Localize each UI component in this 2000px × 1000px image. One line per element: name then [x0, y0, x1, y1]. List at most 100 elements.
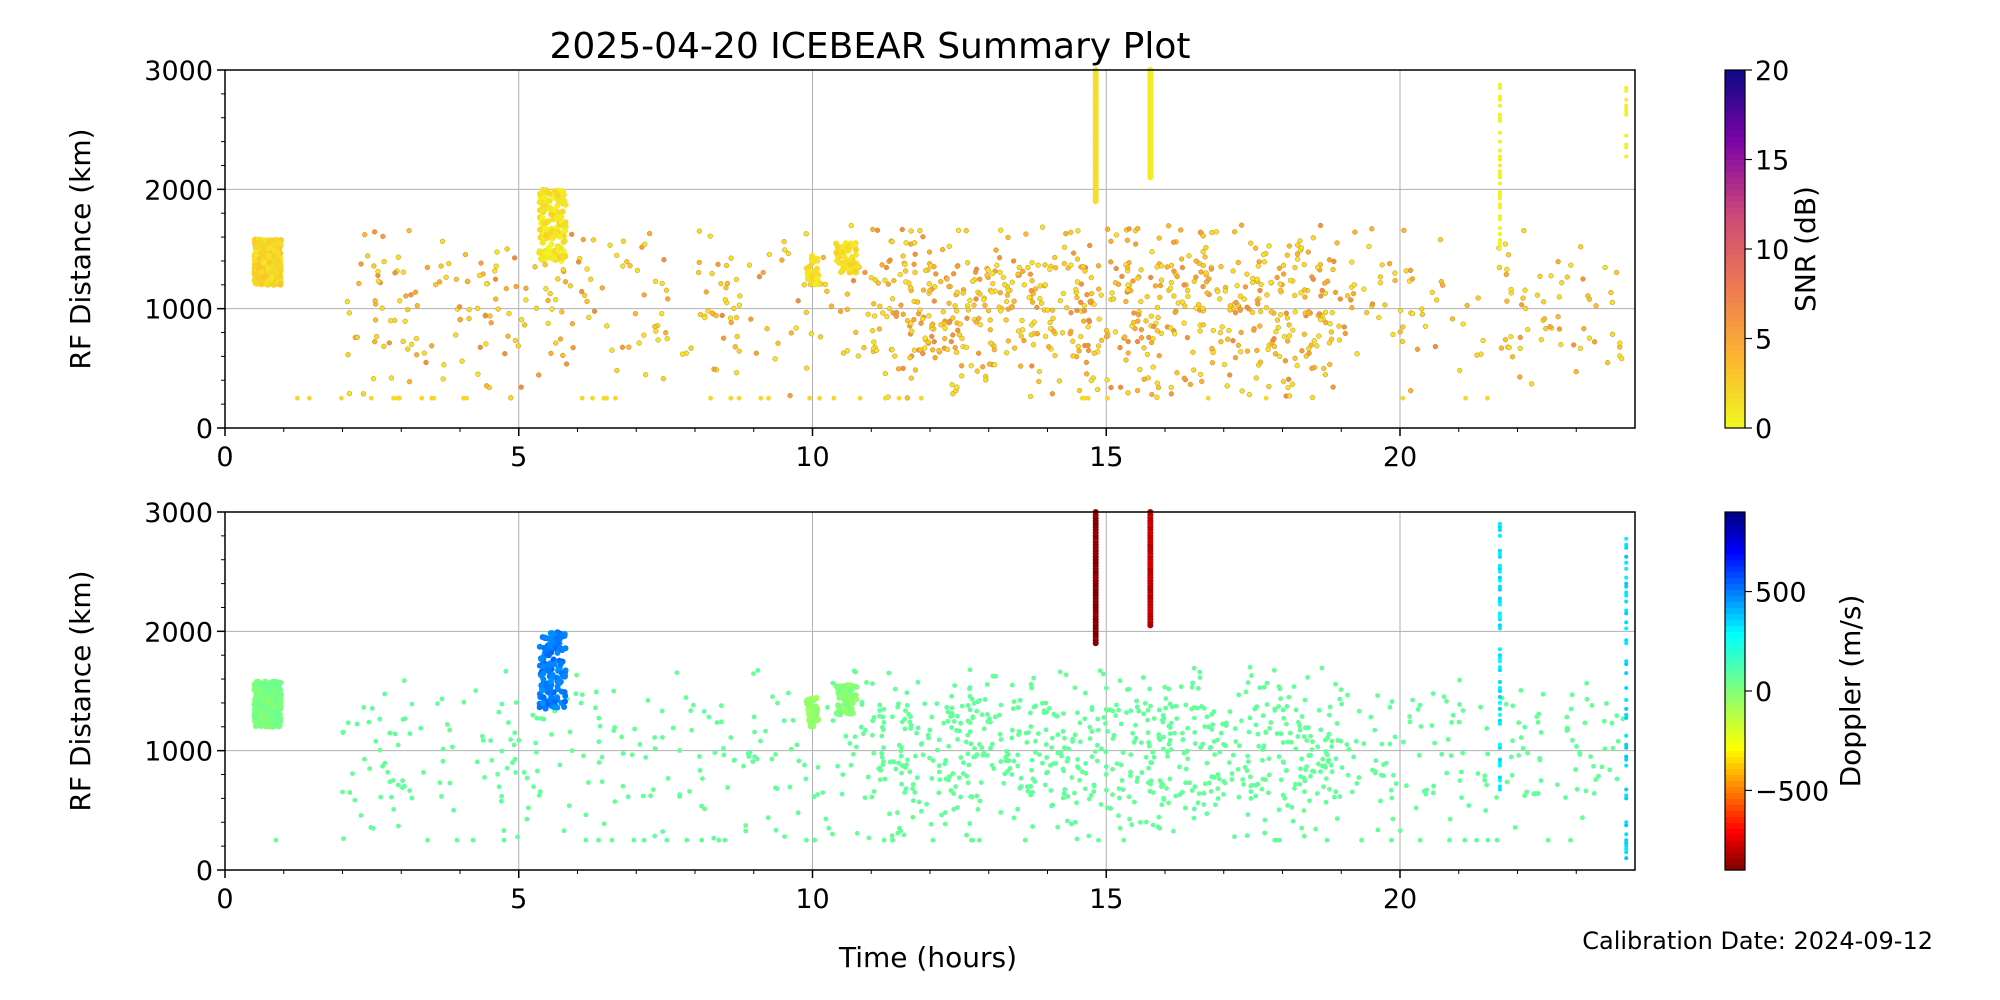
top-scatter-point — [728, 395, 734, 401]
bottom-scatter-point — [461, 699, 467, 705]
top-scatter-point — [1200, 283, 1206, 290]
bottom-scatter-point — [950, 771, 956, 776]
bottom-scatter-point — [899, 781, 904, 787]
top-streak-point — [1497, 112, 1502, 117]
top-streak-point — [1497, 172, 1502, 177]
bottom-scatter-point — [1614, 776, 1620, 782]
top-scatter-point — [1283, 310, 1289, 316]
top-scatter-point — [1573, 369, 1579, 375]
top-scatter-point — [1073, 286, 1079, 293]
bottom-scatter-point — [1022, 837, 1028, 843]
bottom-colorbar-segment — [1725, 559, 1745, 567]
bottom-scatter-point — [1379, 741, 1385, 747]
top-scatter-point — [1608, 289, 1614, 296]
bottom-scatter-point — [972, 746, 977, 751]
top-scatter-point — [896, 395, 902, 401]
top-scatter-point — [817, 395, 822, 401]
top-scatter-point — [1067, 330, 1073, 337]
bottom-scatter-point — [1375, 827, 1381, 833]
top-scatter-point — [1292, 292, 1298, 299]
bottom-scatter-point — [1346, 747, 1352, 752]
top-scatter-point — [515, 343, 521, 349]
bottom-scatter-point — [1334, 816, 1340, 821]
bottom-scatter-point — [741, 763, 746, 769]
top-scatter-point — [734, 333, 740, 340]
bottom-scatter-point — [929, 714, 935, 720]
top-scatter-point — [1038, 300, 1045, 306]
top-scatter-point — [1227, 303, 1233, 309]
top-scatter-point — [971, 302, 977, 308]
top-scatter-point — [1143, 318, 1149, 324]
bottom-scatter-point — [1407, 719, 1413, 725]
top-cluster-point — [277, 267, 284, 273]
bottom-scatter-point — [1264, 680, 1270, 686]
bottom-scatter-point — [1025, 788, 1031, 794]
top-scatter-point — [1130, 319, 1137, 326]
top-scatter-point — [808, 331, 815, 337]
bottom-streak-point — [1624, 832, 1629, 837]
top-cluster-point — [554, 214, 561, 221]
top-scatter-point — [1257, 308, 1264, 315]
bottom-scatter-point — [958, 794, 963, 800]
top-scatter-point — [362, 232, 368, 238]
top-scatter-point — [889, 347, 895, 353]
bottom-scatter-point — [1011, 758, 1017, 764]
bottom-scatter-point — [864, 680, 869, 685]
bottom-scatter-point — [830, 831, 835, 837]
top-scatter-point — [1369, 226, 1375, 232]
bottom-scatter-point — [1091, 789, 1097, 794]
bottom-scatter-point — [1215, 786, 1221, 791]
bottom-scatter-point — [361, 705, 367, 710]
top-x-tick-label: 5 — [510, 442, 527, 473]
top-scatter-point — [831, 395, 837, 401]
bottom-scatter-point — [1535, 791, 1541, 796]
top-scatter-point — [1234, 283, 1240, 289]
bottom-scatter-point — [924, 801, 929, 807]
bottom-scatter-point — [968, 741, 974, 747]
bottom-scatter-point — [1601, 718, 1607, 724]
top-scatter-point — [421, 350, 427, 356]
bottom-scatter-point — [967, 729, 973, 734]
top-scatter-point — [898, 302, 904, 308]
top-scatter-point — [803, 365, 810, 371]
bottom-scatter-point — [1271, 667, 1277, 673]
top-cluster-point — [556, 198, 563, 205]
top-colorbar-tick-label: 20 — [1755, 56, 1789, 87]
bottom-scatter-point — [496, 784, 502, 790]
bottom-scatter-point — [1086, 833, 1092, 839]
top-scatter-point — [1244, 271, 1250, 277]
top-scatter-point — [1613, 269, 1620, 276]
top-scatter-point — [1050, 315, 1056, 322]
top-scatter-point — [1078, 299, 1084, 305]
top-scatter-point — [1148, 339, 1155, 346]
top-scatter-point — [1217, 329, 1224, 336]
bottom-scatter-point — [936, 790, 942, 796]
top-scatter-point — [441, 362, 447, 368]
top-scatter-point — [1263, 395, 1269, 401]
top-scatter-point — [1158, 330, 1165, 337]
bottom-colorbar-segment — [1725, 816, 1745, 823]
top-scatter-point — [1019, 327, 1026, 333]
top-scatter-point — [758, 395, 764, 401]
bottom-scatter-point — [1584, 696, 1590, 702]
top-scatter-point — [1068, 262, 1074, 268]
top-scatter-point — [1011, 345, 1018, 351]
bottom-scatter-point — [1180, 737, 1186, 743]
bottom-scatter-point — [1474, 837, 1479, 843]
bottom-cluster-point — [551, 661, 558, 668]
bottom-scatter-point — [1361, 741, 1367, 747]
bottom-scatter-point — [1604, 701, 1609, 706]
bottom-scatter-point — [1245, 680, 1251, 685]
bottom-scatter-point — [1100, 671, 1106, 677]
bottom-scatter-point — [677, 792, 683, 797]
bottom-scatter-point — [1114, 761, 1120, 766]
bottom-cluster-point — [546, 663, 553, 670]
bottom-scatter-point — [1089, 707, 1095, 713]
top-scatter-point — [728, 319, 734, 326]
top-scatter-point — [562, 279, 569, 285]
top-streak-point — [1497, 85, 1502, 90]
bottom-scatter-point — [871, 715, 877, 720]
top-scatter-point — [1409, 276, 1416, 282]
top-scatter-point — [911, 347, 918, 353]
bottom-scatter-point — [1167, 725, 1173, 730]
